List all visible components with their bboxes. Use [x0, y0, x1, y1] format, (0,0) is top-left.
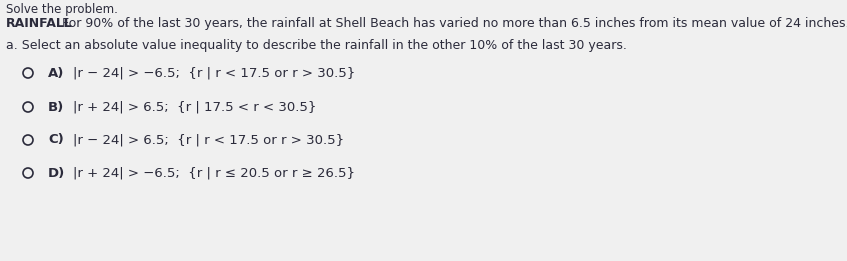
Text: For 90% of the last 30 years, the rainfall at Shell Beach has varied no more tha: For 90% of the last 30 years, the rainfa…	[58, 17, 847, 30]
Text: B): B)	[48, 100, 64, 114]
Text: |r + 24| > −6.5;  {r | r ≤ 20.5 or r ≥ 26.5}: |r + 24| > −6.5; {r | r ≤ 20.5 or r ≥ 26…	[73, 167, 355, 180]
Text: A): A)	[48, 67, 64, 80]
Text: RAINFALL: RAINFALL	[6, 17, 73, 30]
Text: C): C)	[48, 133, 64, 146]
Text: a. Select an absolute value inequality to describe the rainfall in the other 10%: a. Select an absolute value inequality t…	[6, 39, 627, 52]
Text: D): D)	[48, 167, 65, 180]
Text: |r − 24| > 6.5;  {r | r < 17.5 or r > 30.5}: |r − 24| > 6.5; {r | r < 17.5 or r > 30.…	[73, 133, 344, 146]
Text: |r − 24| > −6.5;  {r | r < 17.5 or r > 30.5}: |r − 24| > −6.5; {r | r < 17.5 or r > 30…	[73, 67, 355, 80]
Text: Solve the problem.: Solve the problem.	[6, 3, 118, 16]
Text: |r + 24| > 6.5;  {r | 17.5 < r < 30.5}: |r + 24| > 6.5; {r | 17.5 < r < 30.5}	[73, 100, 317, 114]
